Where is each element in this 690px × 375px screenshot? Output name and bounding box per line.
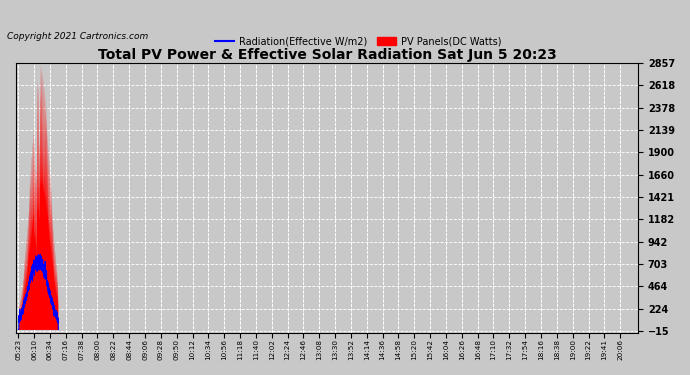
Text: Copyright 2021 Cartronics.com: Copyright 2021 Cartronics.com: [7, 32, 148, 41]
Title: Total PV Power & Effective Solar Radiation Sat Jun 5 20:23: Total PV Power & Effective Solar Radiati…: [98, 48, 557, 62]
Legend: Radiation(Effective W/m2), PV Panels(DC Watts): Radiation(Effective W/m2), PV Panels(DC …: [211, 32, 506, 50]
